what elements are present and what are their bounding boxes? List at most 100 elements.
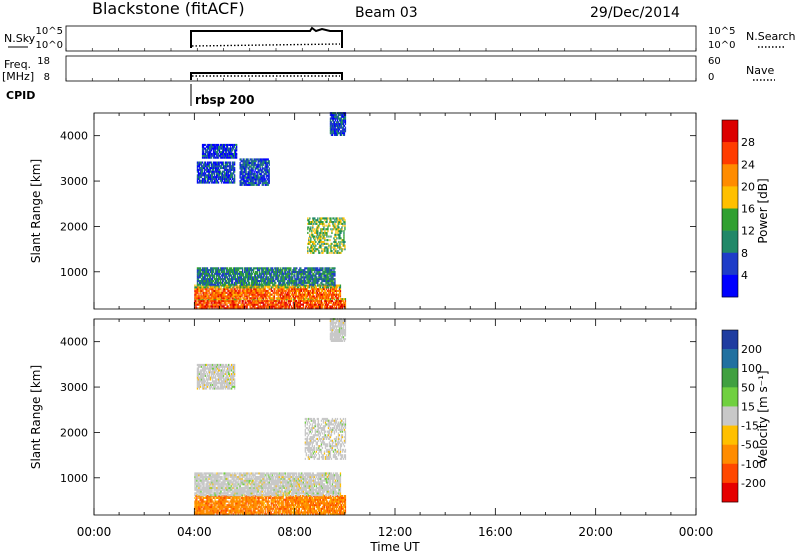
data-cell: [329, 301, 332, 304]
data-cell: [277, 301, 279, 304]
data-cell: [338, 246, 340, 249]
data-cell: [260, 163, 262, 166]
data-cell: [216, 147, 219, 150]
data-cell: [245, 165, 247, 168]
data-cell: [251, 283, 253, 286]
data-cell: [200, 295, 202, 298]
data-cell: [216, 274, 219, 277]
data-cell: [318, 272, 320, 275]
data-cell: [220, 507, 222, 510]
data-cell: [247, 183, 249, 186]
data-cell: [320, 288, 323, 291]
data-cell: [331, 115, 334, 118]
data-cell: [239, 267, 241, 270]
data-cell: [202, 154, 205, 157]
data-cell: [214, 270, 217, 273]
data-cell: [205, 281, 208, 284]
data-cell: [204, 269, 207, 272]
data-cell: [293, 274, 295, 277]
freq-label-bottom: [MHz]: [2, 70, 34, 83]
data-cell: [203, 299, 205, 302]
data-cell: [332, 286, 335, 289]
data-cell: [269, 288, 271, 291]
data-cell: [197, 181, 200, 184]
data-cell: [194, 513, 196, 516]
data-cell: [235, 154, 237, 157]
data-cell: [329, 293, 332, 296]
data-cell: [320, 221, 322, 224]
data-cell: [210, 502, 212, 505]
data-cell: [248, 178, 250, 181]
data-cell: [207, 172, 210, 175]
data-cell: [208, 289, 210, 292]
data-cell: [324, 291, 327, 294]
data-cell: [279, 280, 281, 283]
data-cell: [295, 289, 297, 292]
data-cell: [245, 307, 247, 310]
data-cell: [327, 299, 330, 302]
data-cell: [296, 278, 298, 281]
data-cell: [266, 299, 268, 302]
data-cell: [310, 239, 312, 242]
data-cell: [269, 270, 271, 273]
data-cell: [324, 239, 326, 242]
data-cell: [294, 276, 296, 279]
data-cell: [282, 288, 284, 291]
data-cell: [302, 280, 304, 283]
data-cell: [230, 163, 232, 166]
data-cell: [218, 303, 220, 306]
data-cell: [329, 286, 332, 289]
data-cell: [297, 297, 299, 300]
data-cell: [232, 152, 234, 155]
data-cell: [285, 299, 287, 302]
data-cell: [238, 289, 240, 292]
data-cell: [266, 182, 268, 185]
data-cell: [206, 156, 209, 159]
data-cell: [325, 217, 327, 220]
data-cell: [322, 303, 325, 306]
data-cell: [332, 289, 335, 292]
data-cell: [254, 297, 256, 300]
data-cell: [208, 513, 210, 516]
data-cell: [289, 272, 291, 275]
data-cell: [202, 511, 204, 514]
data-cell: [313, 288, 315, 291]
data-cell: [340, 115, 343, 118]
data-cell: [321, 288, 324, 291]
data-cell: [258, 293, 260, 296]
data-cell: [272, 299, 274, 302]
data-cell: [258, 286, 260, 289]
data-cell: [209, 280, 212, 283]
data-cell: [223, 168, 226, 171]
data-cell: [223, 278, 226, 281]
data-cell: [260, 162, 262, 165]
data-cell: [283, 274, 285, 277]
data-cell: [278, 288, 280, 291]
data-cell: [275, 272, 277, 275]
data-cell: [257, 178, 259, 181]
data-cell: [264, 281, 266, 284]
data-cell: [333, 307, 336, 310]
data-cell: [337, 295, 340, 298]
data-cell: [245, 276, 247, 279]
data-cell: [341, 248, 343, 251]
data-cell: [285, 270, 287, 273]
data-cell: [330, 132, 333, 135]
data-cell: [245, 281, 247, 284]
data-cell: [267, 295, 269, 298]
data-cell: [222, 272, 225, 275]
data-cell: [229, 500, 231, 503]
data-cell: [197, 283, 200, 286]
data-cell: [336, 117, 339, 120]
data-cell: [237, 505, 239, 508]
data-cell: [312, 251, 314, 254]
data-cell: [220, 301, 222, 304]
data-cell: [218, 502, 220, 505]
data-cell: [225, 172, 228, 175]
data-cell: [312, 269, 314, 272]
data-cell: [282, 269, 284, 272]
data-cell: [270, 269, 272, 272]
data-cell: [319, 276, 321, 279]
data-cell: [197, 511, 199, 514]
data-cell: [217, 156, 220, 159]
